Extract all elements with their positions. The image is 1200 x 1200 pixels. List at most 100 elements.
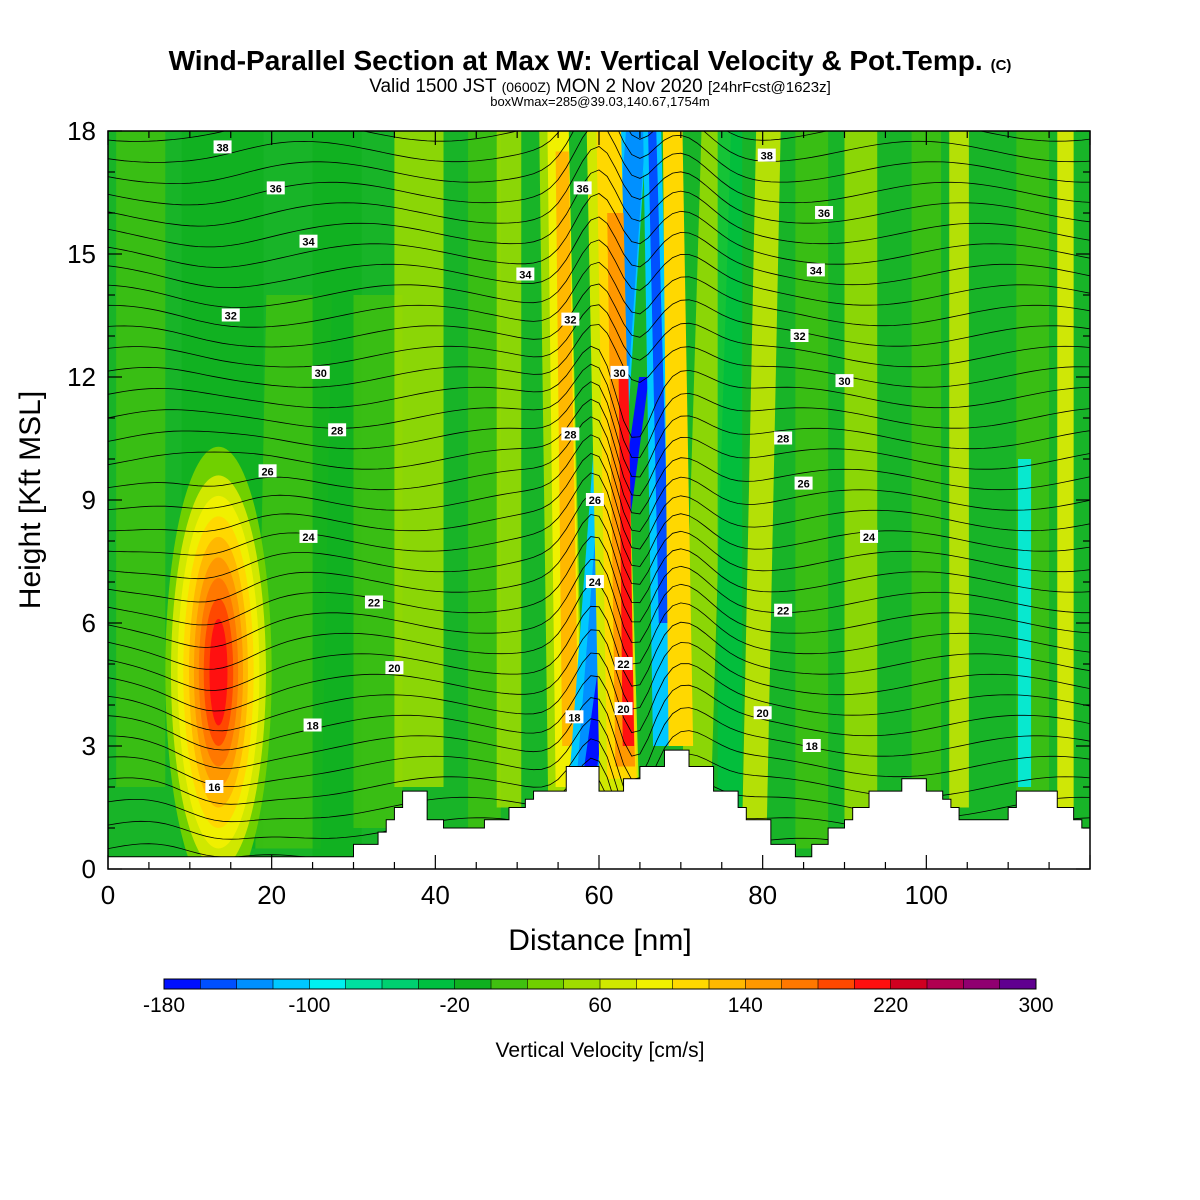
colorbar: -180 -100 -20 60 140 220 300: [143, 978, 1054, 1017]
y-tick-label: 0: [82, 854, 96, 884]
theta-label-bg: [205, 780, 224, 793]
theta-label: 30: [835, 374, 854, 388]
theta-label: 26: [794, 476, 813, 491]
theta-label-bg: [753, 706, 772, 720]
title-units: (C): [991, 57, 1012, 74]
theta-label: 22: [774, 603, 793, 618]
theta-label-bg: [561, 427, 580, 441]
theta-label-bg: [774, 603, 793, 617]
colorbar-swatch: [927, 979, 964, 989]
theta-contour: [108, 675, 1090, 757]
theta-contour: [108, 324, 1090, 388]
theta-label-bg: [364, 595, 383, 609]
theta-label: 36: [573, 181, 592, 195]
theta-label: 18: [565, 710, 584, 724]
theta-label: 30: [311, 365, 330, 380]
colorbar-label: -20: [439, 994, 469, 1017]
theta-label-text: 36: [577, 183, 589, 195]
theta-label: 28: [561, 427, 580, 441]
theta-label: 26: [258, 464, 277, 478]
theta-label: 38: [757, 148, 776, 163]
theta-label-text: 18: [806, 741, 818, 753]
colorbar-label: 300: [1018, 994, 1053, 1017]
y-tick-label: 12: [67, 362, 96, 392]
theta-label: 28: [328, 423, 347, 437]
theta-label-text: 32: [225, 311, 237, 323]
theta-contour: [108, 169, 1090, 248]
colorbar-swatch: [890, 979, 928, 989]
theta-label-text: 20: [617, 704, 629, 716]
colorbar-swatch: [600, 979, 637, 989]
y-axis-title: Height [Kft MSL]: [14, 391, 47, 609]
theta-label-text: 34: [810, 265, 823, 277]
colorbar-swatch: [527, 979, 565, 989]
theta-label-bg: [614, 702, 633, 716]
theta-label-text: 22: [617, 659, 629, 671]
theta-label-bg: [311, 365, 330, 379]
theta-contour: [108, 131, 1090, 185]
velocity-band: [742, 131, 781, 828]
theta-contour: [108, 434, 1090, 532]
colorbar-swatch: [345, 979, 383, 989]
theta-contour: [108, 146, 1090, 227]
theta-label-bg: [802, 739, 821, 752]
x-tick-label: 20: [257, 880, 286, 910]
colorbar-swatch: [818, 979, 855, 989]
theta-contour: [108, 536, 1090, 626]
theta-contour: [108, 452, 1090, 550]
theta-contour: [108, 514, 1090, 604]
theta-label-bg: [610, 365, 629, 379]
theta-label: 32: [561, 312, 580, 327]
colorbar-swatch: [164, 979, 201, 989]
theta-contour: [108, 398, 1090, 497]
colorbar-swatch: [236, 979, 274, 989]
theta-label-bg: [328, 423, 347, 437]
theta-label: 22: [364, 595, 383, 610]
velocity-band: [496, 131, 522, 808]
colorbar-swatch: [491, 979, 528, 989]
theta-label-text: 30: [315, 368, 327, 380]
colorbar-swatch: [563, 979, 601, 989]
updraft-left-contour: [209, 618, 228, 726]
theta-label-bg: [258, 464, 277, 478]
theta-label-text: 16: [208, 782, 220, 794]
theta-label-text: 24: [589, 577, 602, 589]
theta-label-text: 34: [302, 237, 315, 249]
theta-label-text: 18: [306, 721, 318, 733]
theta-label-bg: [299, 234, 318, 248]
chart-title: Wind-Parallel Section at Max W: Vertical…: [169, 45, 1012, 76]
theta-label-text: 36: [270, 183, 282, 195]
forecast-label: [24hrFcst@1623z]: [708, 79, 831, 96]
theta-label: 28: [774, 431, 793, 446]
theta-label-bg: [561, 312, 580, 326]
theta-label-bg: [815, 206, 834, 219]
colorbar-swatch: [273, 979, 310, 989]
y-tick-label: 6: [82, 608, 96, 638]
colorbar-swatch: [781, 979, 819, 989]
colorbar-swatch: [963, 979, 1001, 989]
theta-label-text: 18: [568, 712, 580, 724]
theta-label-text: 32: [793, 331, 805, 343]
theta-label: 24: [585, 575, 604, 589]
theta-contour: [108, 345, 1090, 438]
theta-label-bg: [585, 493, 604, 506]
theta-label-text: 28: [777, 434, 789, 446]
x-tick-label: 80: [748, 880, 777, 910]
theta-label-bg: [303, 718, 322, 732]
theta-contour: [108, 718, 1090, 804]
theta-label-bg: [299, 529, 318, 543]
x-axis-title: Distance [nm]: [508, 924, 691, 957]
theta-label-text: 38: [216, 142, 228, 154]
theta-contour: [108, 558, 1090, 648]
theta-label-text: 34: [519, 270, 532, 282]
theta-label-text: 24: [863, 532, 876, 544]
theta-label-text: 32: [564, 315, 576, 327]
theta-contour: [108, 239, 1090, 308]
theta-label: 34: [516, 267, 535, 282]
theta-label: 24: [860, 529, 879, 544]
colorbar-label: -100: [288, 994, 330, 1017]
theta-label-text: 30: [613, 368, 625, 380]
theta-label-text: 30: [838, 376, 850, 388]
colorbar-swatch: [999, 979, 1037, 989]
theta-label: 36: [815, 206, 834, 220]
